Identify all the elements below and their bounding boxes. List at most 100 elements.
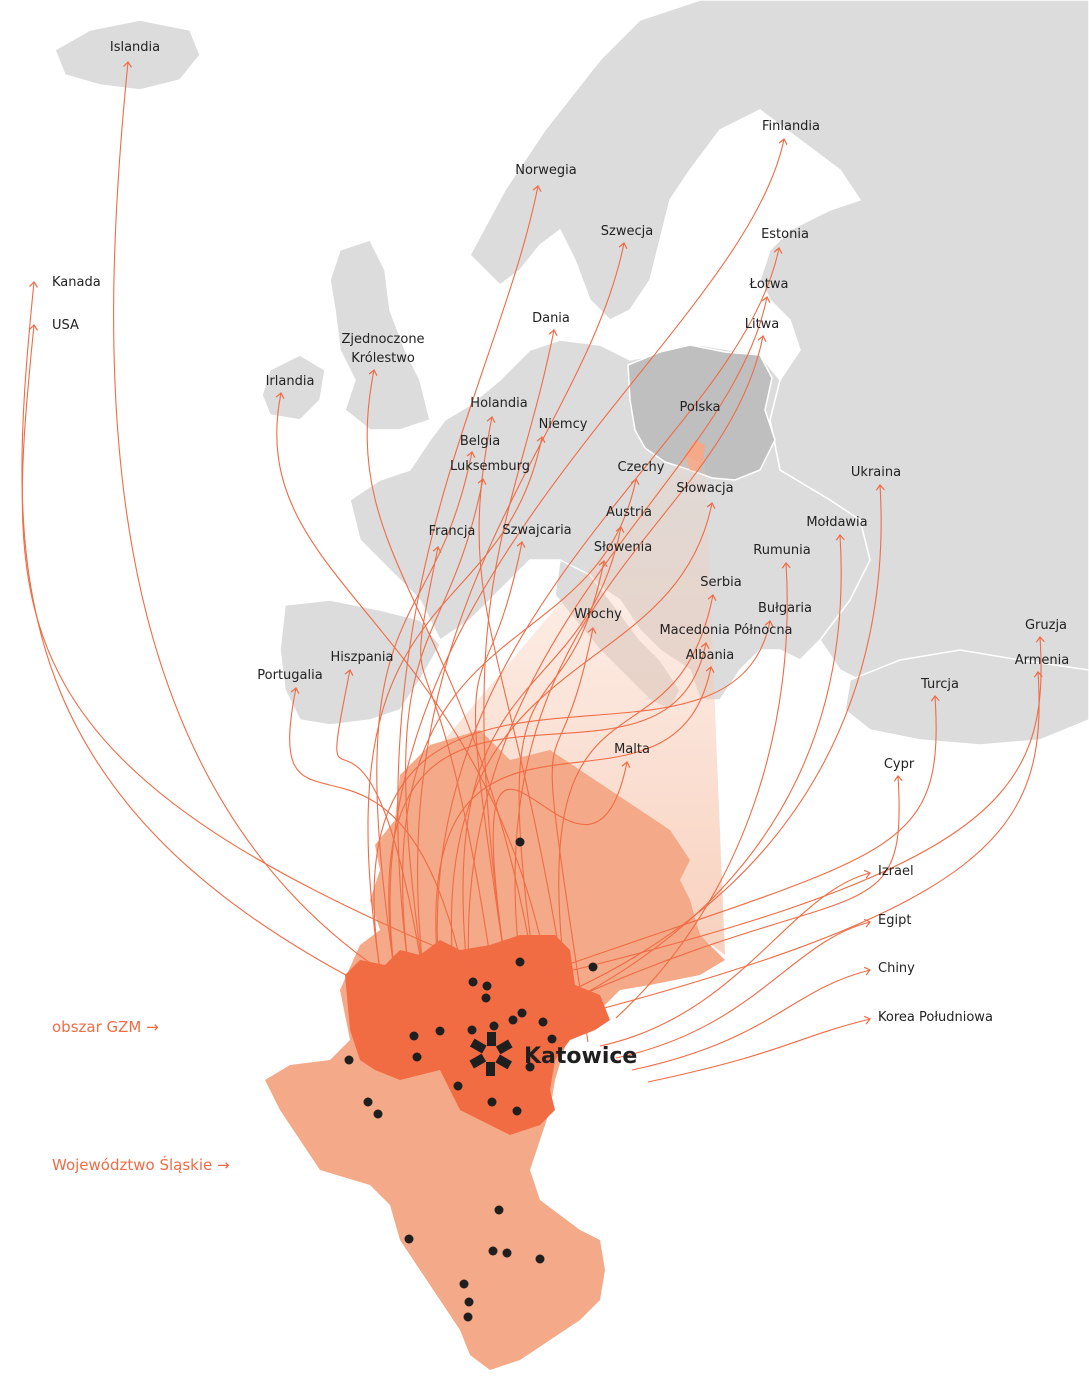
iceland-shape — [54, 19, 201, 91]
country-label-slowenia: Słowenia — [594, 540, 652, 555]
arrow-irlandia — [275, 392, 557, 1019]
katowice-star-logo-icon — [469, 1032, 513, 1076]
country-label-szwecja: Szwecja — [601, 224, 653, 239]
city-dots — [344, 837, 598, 1322]
city-dot — [508, 1015, 518, 1025]
gzm-area-shape — [345, 935, 610, 1135]
country-label-armenia: Armenia — [1015, 653, 1070, 668]
great-britain-shape — [329, 239, 431, 431]
arrow-zjednoczone — [366, 369, 541, 1007]
arrow-wlochy — [551, 627, 597, 1043]
arrow-luksemburg — [405, 478, 487, 1007]
country-label-francja: Francja — [429, 524, 476, 539]
city-dot — [517, 1008, 527, 1018]
country-label-litwa: Litwa — [745, 317, 780, 332]
arrow-cypr — [583, 775, 903, 995]
arrow-austria — [462, 526, 625, 1043]
country-label-belgia: Belgia — [460, 434, 500, 449]
country-label-luksemburg: Luksemburg — [450, 459, 530, 474]
city-dot — [538, 1017, 548, 1027]
arrow-francja — [420, 546, 493, 971]
country-label-bulgaria: Bułgaria — [758, 601, 812, 616]
country-label-lotwa: Łotwa — [749, 277, 789, 292]
city-dot — [463, 1312, 473, 1322]
arrow-chiny — [631, 966, 871, 1071]
arrow-malta — [492, 761, 631, 983]
city-dot — [481, 993, 491, 1003]
arrow-moldawia — [583, 534, 845, 995]
country-label-malta: Malta — [614, 742, 650, 757]
country-label-egipt: Egipt — [878, 913, 911, 928]
country-label-finlandia: Finlandia — [762, 119, 820, 134]
arrow-kanada — [21, 281, 461, 1031]
city-dot — [512, 1106, 522, 1116]
poland-shape — [627, 344, 776, 481]
arrow-holandia — [478, 416, 573, 1031]
city-dot — [467, 1025, 477, 1035]
country-label-dania: Dania — [532, 311, 570, 326]
city-dot — [409, 1031, 419, 1041]
country-label-ukraina: Ukraina — [851, 465, 901, 480]
arrow-islandia — [113, 61, 381, 971]
city-dot — [489, 1021, 499, 1031]
arrow-korea — [647, 1015, 871, 1083]
connection-arrows — [21, 61, 1045, 1083]
voivodeship-label: Województwo Śląskie → — [52, 1156, 230, 1174]
arrow-szwajcaria — [474, 541, 526, 983]
arrow-portugalia — [289, 687, 477, 1043]
country-label-cypr: Cypr — [884, 757, 915, 772]
country-label-norwegia: Norwegia — [515, 163, 576, 178]
city-dot — [453, 1081, 463, 1091]
city-dot — [464, 1297, 474, 1307]
country-label-gruzja: Gruzja — [1025, 618, 1067, 633]
city-dot — [468, 977, 478, 987]
city-dot — [412, 1052, 422, 1062]
arrow-turcja — [551, 695, 940, 971]
arrow-bulgaria — [373, 620, 774, 971]
city-dot — [344, 1055, 354, 1065]
city-dot — [373, 1109, 383, 1119]
city-dot — [547, 1034, 557, 1044]
country-label-polska: Polska — [680, 400, 721, 415]
country-label-szwajcaria: Szwajcaria — [502, 523, 571, 538]
arrow-albania — [435, 666, 715, 1019]
city-dot — [363, 1097, 373, 1107]
country-label-macedonia: Macedonia Północna — [659, 623, 792, 638]
country-label-korea: Korea Południowa — [878, 1010, 993, 1025]
country-label-albania: Albania — [686, 648, 735, 663]
country-label-rumunia: Rumunia — [753, 543, 810, 558]
country-labels: Islandia Finlandia Norwegia Szwecja Estonia K… — [52, 40, 1069, 1025]
arrow-armenia — [519, 671, 1043, 1031]
city-dot — [525, 1062, 535, 1072]
country-label-slowacja: Słowacja — [676, 481, 733, 496]
arrow-dania — [483, 329, 558, 983]
country-label-hiszpania: Hiszpania — [330, 650, 393, 665]
arrow-egipt — [615, 918, 871, 1059]
city-dot — [535, 1254, 545, 1264]
arrow-finlandia — [389, 138, 788, 983]
country-label-turcja: Turcja — [920, 677, 959, 692]
arrow-izrael — [599, 869, 871, 1047]
city-dot — [404, 1234, 414, 1244]
iberia-shape — [279, 599, 441, 726]
city-dot — [588, 962, 598, 972]
city-label-katowice: Katowice — [524, 1044, 637, 1069]
country-label-kanada: Kanada — [52, 275, 101, 290]
arrow-norwegia — [397, 185, 542, 995]
country-label-czechy: Czechy — [618, 460, 665, 475]
arrow-macedonia — [388, 642, 710, 983]
arrow-usa — [21, 324, 493, 971]
arrow-slowenia — [518, 560, 608, 1007]
gzm-area-label: obszar GZM → — [52, 1018, 159, 1036]
turkey-shape — [844, 649, 1089, 746]
arrow-belgia — [376, 451, 476, 983]
country-label-portugalia: Portugalia — [257, 668, 322, 683]
country-label-zjednoczone: Zjednoczone Królestwo — [341, 332, 424, 366]
city-dot — [502, 1248, 512, 1258]
arrow-serbia — [558, 594, 717, 1031]
europe-land — [54, 0, 1089, 746]
country-label-irlandia: Irlandia — [266, 374, 315, 389]
city-dot — [515, 837, 525, 847]
arrow-czechy — [402, 478, 640, 995]
